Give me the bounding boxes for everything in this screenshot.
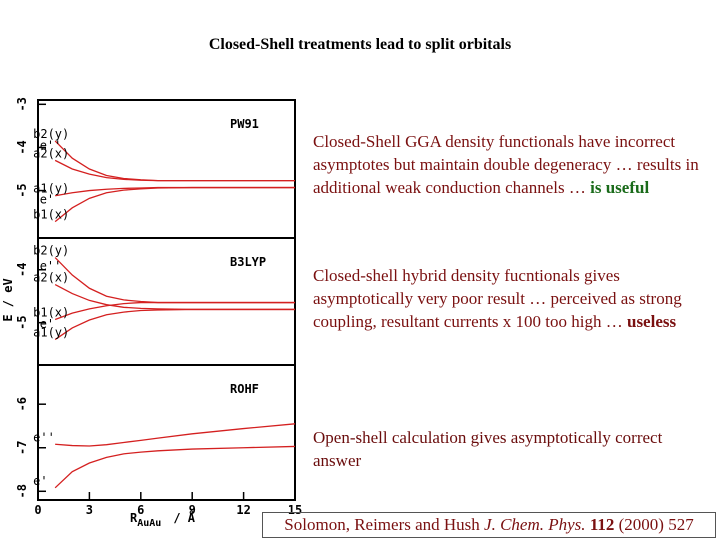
- note: Closed-shell hybrid density fucntionals …: [313, 264, 713, 333]
- citation-volume: 112: [589, 515, 615, 534]
- x-tick-label: 15: [288, 503, 302, 517]
- y-axis-label: E / eV: [1, 278, 15, 321]
- figure: PW91 -5 -4 -3 b2(y) a2(x) a1(y) b1(x) e'' e' B3LYP…: [1, 97, 302, 529]
- x-axis-label-unit: / Å: [173, 510, 195, 525]
- note-emphasis: is useful: [590, 178, 650, 197]
- citation: Solomon, Reimers and Hush J. Chem. Phys.…: [262, 512, 716, 538]
- curve: [54, 159, 295, 182]
- x-tick-label: 3: [86, 503, 93, 517]
- citation-authors: Solomon, Reimers and Hush: [284, 515, 480, 534]
- citation-journal: J. Chem. Phys.: [484, 515, 586, 534]
- curve: [54, 308, 295, 341]
- note-text: Closed-Shell GGA density functionals hav…: [313, 132, 699, 197]
- curve-label: e'': [33, 430, 55, 444]
- curve: [55, 186, 295, 197]
- y-tick-label: -4: [15, 140, 29, 154]
- panel-frame: [37, 364, 296, 501]
- curve-label: a2(x): [33, 271, 69, 285]
- x-axis-label-sub: AuAu: [137, 518, 161, 529]
- curve: [54, 283, 295, 311]
- curve-label: b1(x): [33, 208, 69, 222]
- curve-label: e': [33, 474, 47, 488]
- note: Open-shell calculation gives asymptotica…: [313, 426, 713, 472]
- note-text: Open-shell calculation gives asymptotica…: [313, 428, 663, 470]
- curve-label: a1(y): [33, 182, 69, 196]
- x-axis-label-main: R: [130, 511, 138, 525]
- curve-label: b1(x): [33, 305, 69, 319]
- annotation: e'': [40, 139, 62, 153]
- annotation: e': [40, 317, 54, 331]
- y-tick-label: -7: [15, 441, 29, 455]
- x-tick-label: 9: [189, 503, 196, 517]
- note-text: Closed-shell hybrid density fucntionals …: [313, 266, 682, 331]
- curve: [54, 301, 295, 321]
- panel-title: ROHF: [230, 382, 259, 396]
- x-tick-label: 0: [34, 503, 41, 517]
- slide-title: Closed-Shell treatments lead to split or…: [208, 36, 512, 53]
- panel-title: B3LYP: [230, 255, 266, 269]
- curve-label: a1(y): [33, 326, 69, 340]
- annotation: e'': [40, 259, 62, 273]
- y-tick-label: -5: [15, 183, 29, 197]
- note: Closed-Shell GGA density functionals hav…: [313, 130, 713, 199]
- note-emphasis: useless: [626, 312, 677, 331]
- curve-label: a2(x): [33, 146, 69, 160]
- curve: [54, 186, 295, 223]
- x-axis-label: RAuAu / Å: [130, 510, 196, 529]
- y-tick-label: -5: [15, 315, 29, 329]
- panel-title: PW91: [230, 117, 259, 131]
- y-tick-label: -4: [15, 263, 29, 277]
- citation-year-page: (2000) 527: [618, 515, 694, 534]
- annotation: e': [40, 193, 54, 207]
- y-tick-label: -8: [15, 484, 29, 498]
- y-tick-label: -3: [15, 97, 29, 111]
- curve-label: b2(y): [33, 127, 69, 141]
- x-tick-label: 12: [236, 503, 250, 517]
- curve: [55, 423, 296, 447]
- y-tick-label: -6: [15, 397, 29, 411]
- curve-label: b2(y): [33, 244, 69, 258]
- x-tick-label: 6: [137, 503, 144, 517]
- curve: [54, 445, 296, 489]
